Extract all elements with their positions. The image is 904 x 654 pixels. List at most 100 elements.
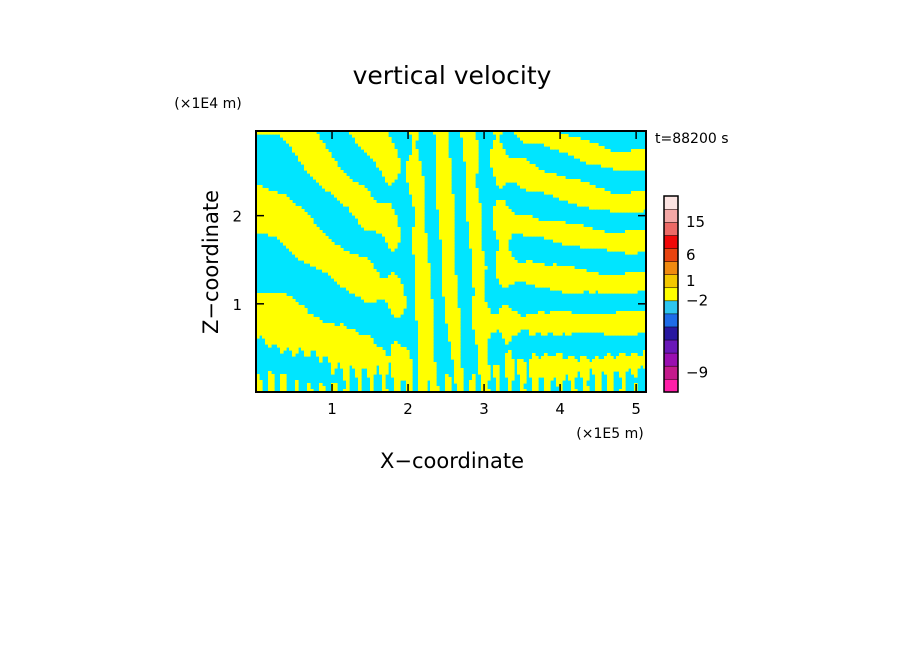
- field-cell: [262, 212, 266, 216]
- field-cell: [319, 263, 323, 267]
- field-cell: [331, 254, 335, 258]
- field-cell: [259, 293, 263, 297]
- field-cell: [265, 209, 269, 213]
- field-cell: [502, 203, 506, 207]
- field-cell: [586, 317, 590, 321]
- field-cell: [394, 353, 398, 357]
- field-cell: [550, 317, 554, 321]
- field-cell: [361, 296, 365, 300]
- field-cell: [511, 161, 515, 165]
- field-cell: [448, 185, 452, 189]
- field-cell: [469, 155, 473, 159]
- field-cell: [622, 353, 626, 357]
- field-cell: [625, 332, 629, 336]
- field-cell: [415, 281, 419, 285]
- field-cell: [595, 152, 599, 156]
- field-cell: [553, 182, 557, 186]
- field-cell: [364, 227, 368, 231]
- field-cell: [643, 329, 646, 333]
- field-cell: [526, 167, 530, 171]
- field-cell: [307, 353, 311, 357]
- field-cell: [295, 329, 299, 333]
- field-cell: [607, 155, 611, 159]
- field-cell: [574, 233, 578, 237]
- field-cell: [415, 155, 419, 159]
- field-cell: [547, 227, 551, 231]
- field-cell: [424, 335, 428, 339]
- field-cell: [316, 350, 320, 354]
- field-cell: [430, 335, 434, 339]
- field-cell: [535, 188, 539, 192]
- field-cell: [541, 266, 545, 270]
- field-cell: [634, 164, 638, 168]
- field-cell: [352, 338, 356, 342]
- field-cell: [319, 260, 323, 264]
- field-cell: [349, 350, 353, 354]
- field-cell: [331, 248, 335, 252]
- field-cell: [370, 296, 374, 300]
- field-cell: [472, 212, 476, 216]
- field-cell: [382, 149, 386, 153]
- field-cell: [472, 272, 476, 276]
- field-cell: [418, 251, 422, 255]
- field-cell: [448, 200, 452, 204]
- field-cell: [364, 281, 368, 285]
- field-cell: [436, 170, 440, 174]
- field-cell: [514, 326, 518, 330]
- field-cell: [583, 143, 587, 147]
- field-cell: [595, 359, 599, 363]
- field-cell: [628, 278, 632, 282]
- field-cell: [286, 236, 290, 240]
- field-cell: [367, 200, 371, 204]
- field-cell: [604, 323, 608, 327]
- field-cell: [538, 281, 542, 285]
- field-cell: [409, 176, 413, 180]
- field-cell: [571, 266, 575, 270]
- field-cell: [256, 305, 260, 309]
- field-cell: [643, 167, 646, 171]
- field-cell: [583, 356, 587, 360]
- field-cell: [352, 269, 356, 273]
- field-cell: [586, 185, 590, 189]
- field-cell: [397, 305, 401, 309]
- field-cell: [361, 191, 365, 195]
- field-cell: [514, 221, 518, 225]
- field-cell: [637, 281, 641, 285]
- field-cell: [427, 308, 431, 312]
- field-cell: [469, 218, 473, 222]
- field-cell: [316, 341, 320, 345]
- field-cell: [562, 365, 566, 369]
- field-cell: [595, 146, 599, 150]
- field-cell: [508, 257, 512, 261]
- field-cell: [409, 164, 413, 168]
- field-cell: [514, 176, 518, 180]
- field-cell: [496, 134, 500, 138]
- field-cell: [523, 137, 527, 141]
- field-cell: [577, 242, 581, 246]
- field-cell: [358, 200, 362, 204]
- field-cell: [553, 233, 557, 237]
- field-cell: [568, 290, 572, 294]
- field-cell: [601, 233, 605, 237]
- field-cell: [505, 242, 509, 246]
- field-cell: [277, 212, 281, 216]
- field-cell: [286, 197, 290, 201]
- field-cell: [340, 188, 344, 192]
- field-cell: [451, 311, 455, 315]
- field-cell: [415, 257, 419, 261]
- field-cell: [583, 245, 587, 249]
- field-cell: [295, 251, 299, 255]
- field-cell: [352, 329, 356, 333]
- field-cell: [295, 146, 299, 150]
- field-cell: [595, 287, 599, 291]
- field-cell: [340, 365, 344, 369]
- field-cell: [565, 227, 569, 231]
- field-cell: [496, 161, 500, 165]
- field-cell: [553, 176, 557, 180]
- field-cell: [583, 188, 587, 192]
- field-cell: [628, 200, 632, 204]
- field-cell: [298, 344, 302, 348]
- field-cell: [451, 323, 455, 327]
- field-cell: [415, 167, 419, 171]
- field-cell: [319, 344, 323, 348]
